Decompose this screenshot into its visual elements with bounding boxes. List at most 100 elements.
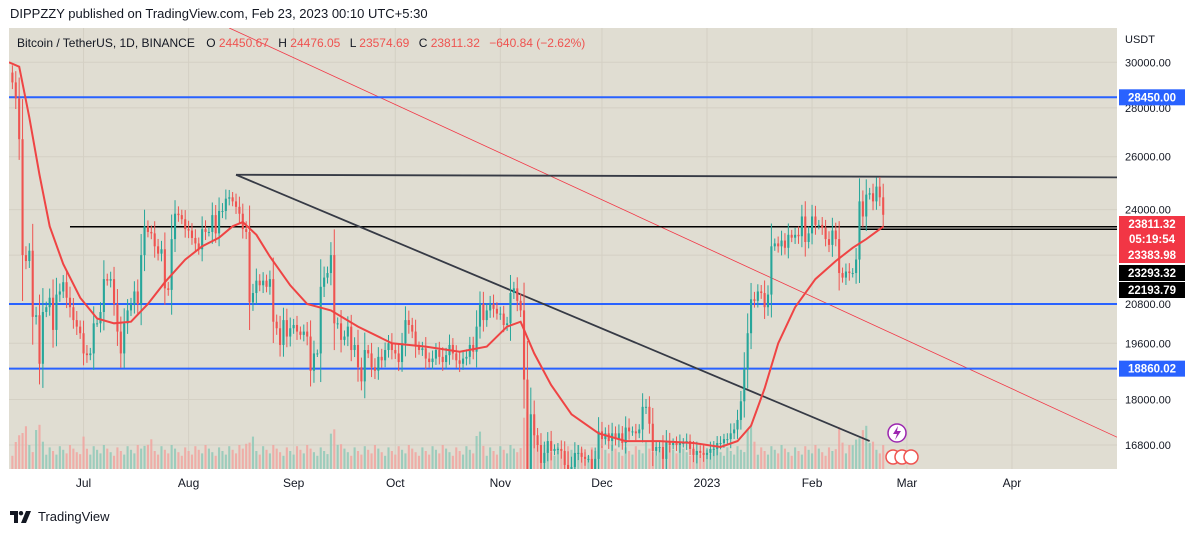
ohlc-legend: Bitcoin / TetherUS, 1D, BINANCE O 24450.… bbox=[17, 36, 585, 50]
candle-body bbox=[780, 240, 783, 247]
price-label: 23383.98 bbox=[1128, 250, 1177, 262]
volume-bar bbox=[292, 454, 295, 469]
footer-brand: TradingView bbox=[38, 509, 110, 524]
candle-body bbox=[275, 321, 278, 329]
candle-body bbox=[75, 320, 78, 327]
volume-bar bbox=[167, 453, 170, 469]
candle-body bbox=[194, 237, 197, 244]
candle-body bbox=[136, 291, 139, 305]
candle-body bbox=[841, 273, 844, 278]
volume-bar bbox=[268, 453, 271, 469]
volume-bar bbox=[133, 453, 136, 469]
candle-body bbox=[397, 353, 400, 363]
candle-body bbox=[699, 450, 702, 453]
candle-body bbox=[153, 233, 156, 247]
volume-bar bbox=[878, 453, 881, 469]
candle-body bbox=[367, 350, 370, 354]
candle-body bbox=[360, 367, 363, 382]
time-tick-label: 2023 bbox=[694, 476, 721, 490]
candle-body bbox=[668, 441, 671, 445]
candle-body bbox=[302, 331, 305, 335]
volume-bar bbox=[550, 452, 553, 469]
volume-bar bbox=[323, 451, 326, 469]
candle-body bbox=[133, 291, 136, 305]
volume-bar bbox=[844, 453, 847, 469]
candle-body bbox=[204, 229, 207, 232]
candle-body bbox=[387, 343, 390, 351]
volume-bar bbox=[709, 453, 712, 469]
candle-body bbox=[356, 344, 360, 368]
volume-bar bbox=[211, 452, 214, 469]
volume-bar bbox=[245, 443, 248, 469]
candle-body bbox=[123, 323, 126, 354]
volume-bar bbox=[65, 453, 68, 469]
volume-bar bbox=[455, 447, 458, 469]
price-tick-label: 19600.00 bbox=[1125, 338, 1171, 350]
volume-bar bbox=[275, 448, 278, 469]
volume-bar bbox=[72, 448, 75, 469]
grid bbox=[9, 28, 1117, 469]
volume-bar bbox=[712, 445, 715, 469]
candle-body bbox=[682, 443, 685, 445]
candle-body bbox=[878, 186, 881, 198]
volume-bar bbox=[106, 448, 109, 469]
price-tick-label: 30000.00 bbox=[1125, 57, 1171, 69]
candle-body bbox=[655, 446, 658, 451]
candle-body bbox=[733, 429, 736, 434]
moving-average-line bbox=[9, 61, 884, 449]
volume-bar bbox=[766, 454, 770, 469]
candle-body bbox=[787, 234, 790, 248]
volume-bar bbox=[295, 446, 299, 469]
volume-bar bbox=[621, 455, 624, 469]
volume-bar bbox=[655, 455, 658, 469]
volume-bar bbox=[509, 445, 512, 469]
candle-body bbox=[38, 315, 41, 364]
volume-bar bbox=[777, 453, 780, 469]
volume-bar bbox=[201, 453, 204, 469]
volume-bar bbox=[197, 449, 200, 469]
candle-body bbox=[279, 328, 282, 345]
volume-bar bbox=[753, 441, 756, 469]
candle-body bbox=[197, 243, 200, 250]
volume-bar bbox=[62, 449, 65, 469]
price-label-box bbox=[1119, 89, 1185, 106]
candle-body bbox=[258, 280, 261, 286]
volume-bar bbox=[204, 445, 207, 469]
candle-body bbox=[658, 446, 661, 448]
volume-bar bbox=[21, 433, 24, 469]
volume-bar bbox=[302, 453, 305, 469]
candle-body bbox=[790, 234, 793, 238]
volume-bar bbox=[478, 431, 482, 469]
candle-body bbox=[665, 441, 668, 459]
volume-bar bbox=[241, 448, 244, 469]
volume-bar bbox=[207, 448, 210, 469]
candle-body bbox=[268, 279, 271, 287]
candle-body bbox=[746, 333, 749, 370]
candle-body bbox=[621, 433, 624, 444]
candle-body bbox=[770, 246, 773, 295]
volume-bar bbox=[41, 441, 44, 469]
candle-body bbox=[543, 452, 546, 463]
candle-body bbox=[851, 273, 854, 275]
volume-bar bbox=[279, 452, 282, 469]
price-chart[interactable]: Jul Aug Sep Oct Nov Dec 2023 Feb Mar Apr 16800.00… bbox=[9, 28, 1190, 496]
candle-body bbox=[190, 230, 194, 238]
candle-body bbox=[617, 433, 620, 440]
candle-body bbox=[401, 343, 404, 363]
candle-body bbox=[143, 226, 146, 256]
volume-bar bbox=[644, 441, 648, 469]
candle-body bbox=[431, 358, 434, 363]
volume-bar bbox=[807, 449, 810, 469]
volume-bar bbox=[438, 453, 441, 469]
volume-bar bbox=[760, 447, 763, 469]
candle-body bbox=[248, 231, 251, 303]
candle-body bbox=[641, 406, 644, 430]
candle-body bbox=[753, 299, 756, 301]
price-label-box bbox=[1119, 247, 1185, 263]
price-tick-label: 20800.00 bbox=[1125, 299, 1171, 311]
candle-body bbox=[743, 369, 746, 402]
candle-body bbox=[140, 255, 143, 305]
volume-bar bbox=[556, 447, 559, 469]
price-label: 22193.79 bbox=[1128, 285, 1176, 297]
candle-body bbox=[79, 326, 82, 334]
